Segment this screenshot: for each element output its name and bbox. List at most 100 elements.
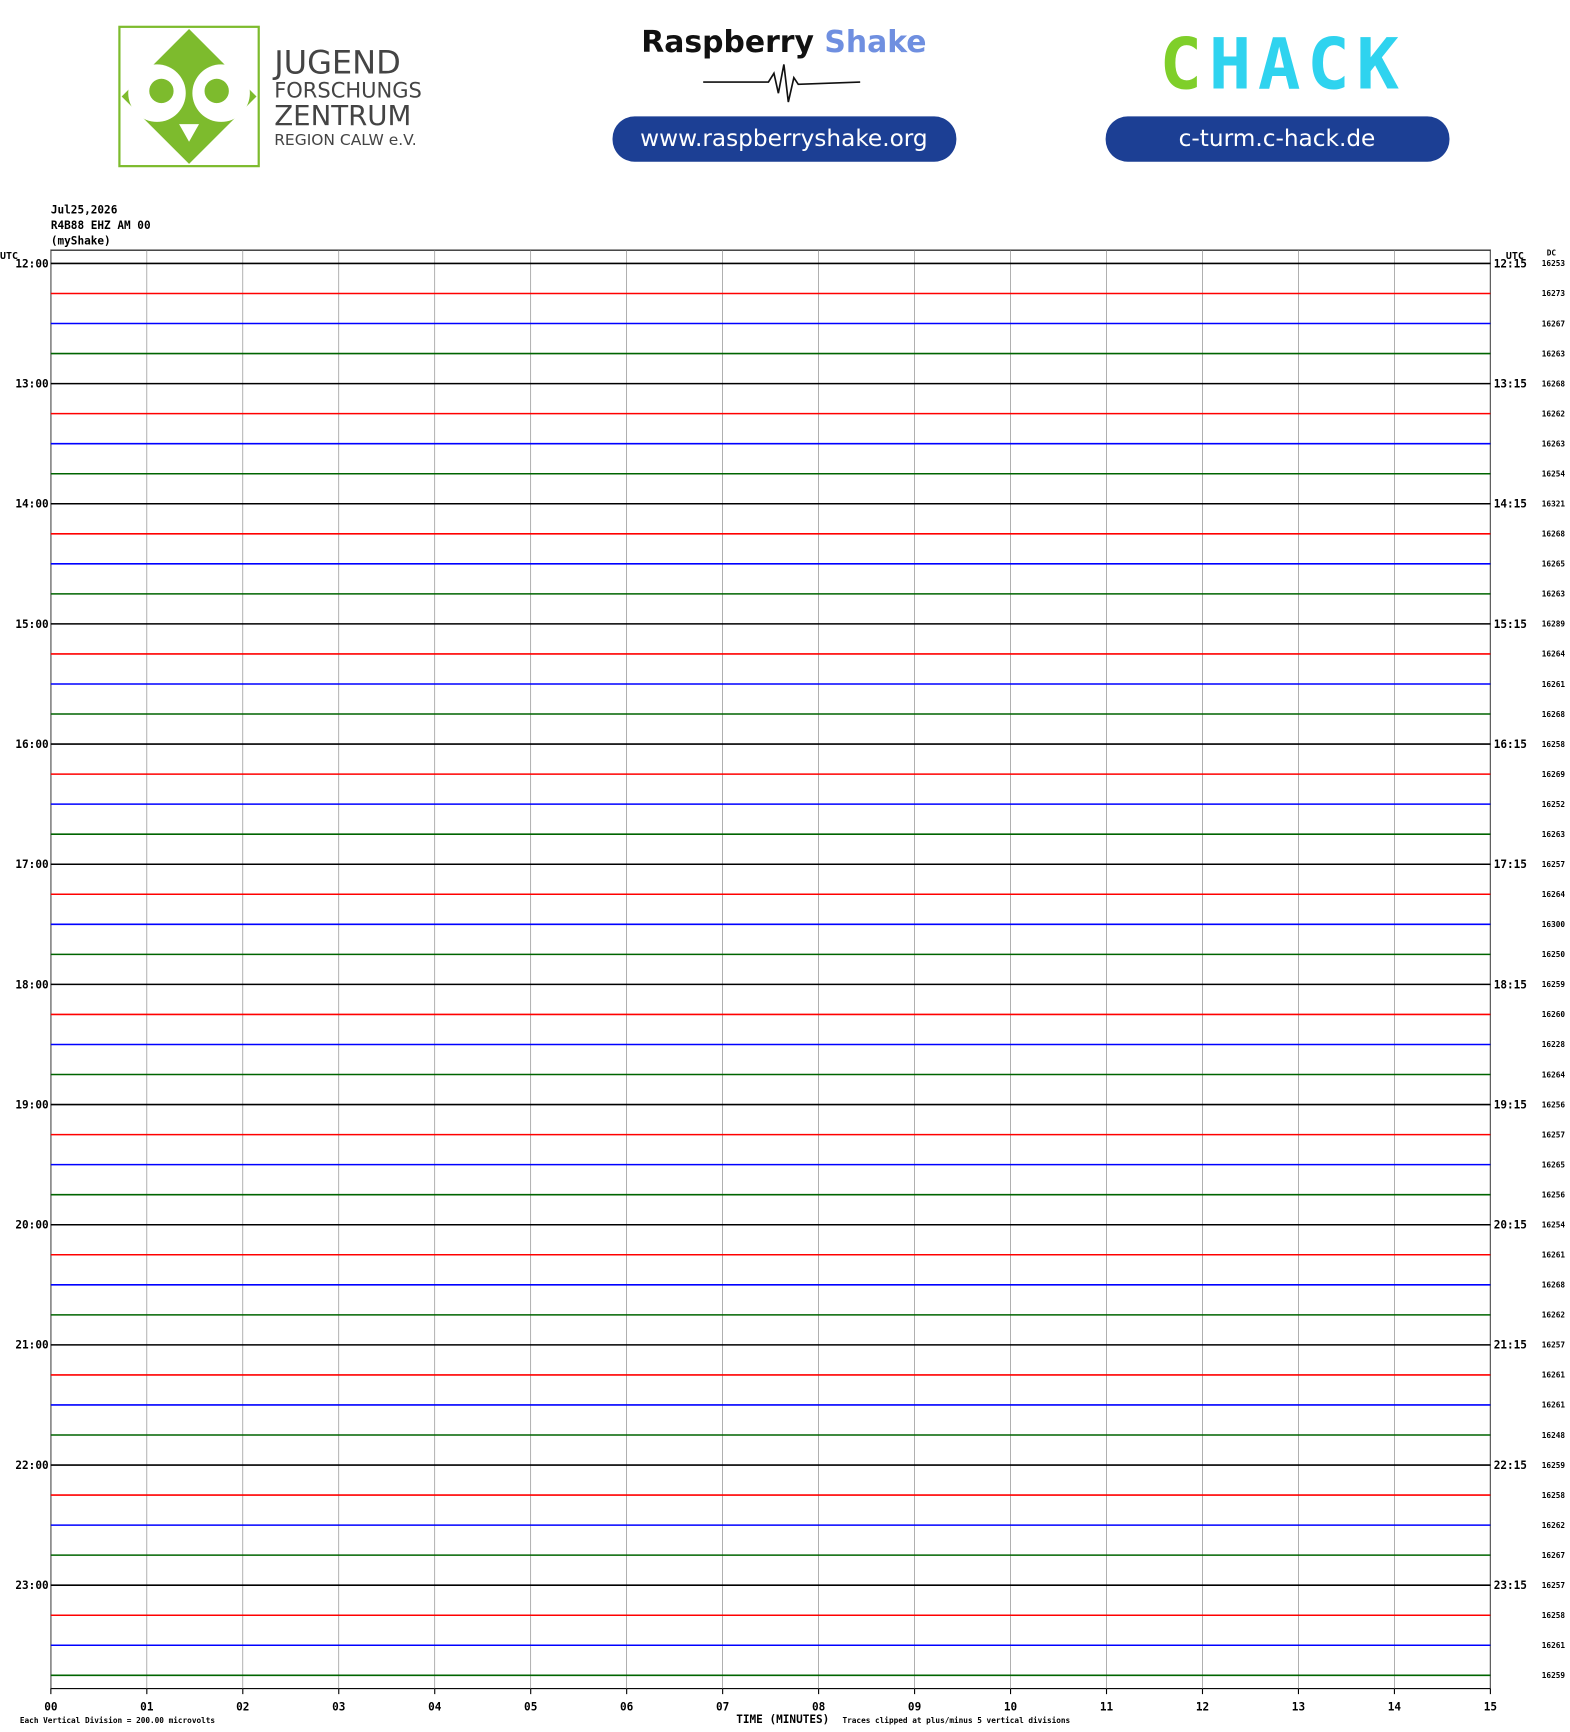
dc-value: 16256 — [1542, 1100, 1566, 1109]
logo-text: ZENTRUM — [274, 99, 411, 132]
dc-value: 16228 — [1542, 1040, 1566, 1049]
x-title: TIME (MINUTES) — [736, 1713, 829, 1726]
hour-label: 19:00 — [15, 1098, 48, 1111]
logo-word: Raspberry — [641, 25, 814, 60]
x-tick-label: 13 — [1292, 1701, 1305, 1714]
hour-label: 14:15 — [1494, 498, 1527, 511]
dc-value: 16267 — [1542, 319, 1566, 328]
hour-label: 12:15 — [1494, 257, 1527, 270]
x-tick-label: 07 — [716, 1701, 729, 1714]
dc-value: 16257 — [1542, 1581, 1566, 1590]
x-tick-label: 04 — [428, 1701, 442, 1714]
url-pill[interactable] — [612, 116, 957, 162]
dc-value: 16300 — [1542, 920, 1566, 929]
logo-word: HACK — [1209, 23, 1406, 106]
x-tick-label: 08 — [812, 1701, 825, 1714]
scale-note: Each Vertical Division = 200.00 microvol… — [20, 1716, 216, 1725]
x-tick-label: 06 — [620, 1701, 634, 1714]
dc-value: 16263 — [1542, 590, 1566, 599]
dc-value: 16262 — [1542, 1311, 1565, 1320]
hour-label: 13:00 — [15, 377, 48, 390]
dc-value: 16256 — [1542, 1190, 1566, 1199]
dc-value: 16264 — [1542, 890, 1566, 899]
x-tick-label: 14 — [1388, 1701, 1402, 1714]
x-tick-label: 01 — [140, 1701, 154, 1714]
hour-label: 20:00 — [15, 1219, 48, 1232]
dc-value: 16268 — [1542, 710, 1566, 719]
dc-value: 16262 — [1542, 1521, 1565, 1530]
plot-frame — [50, 249, 1491, 1690]
dc-value: 16267 — [1542, 1551, 1566, 1560]
logo-text: Raspberry Shake — [641, 25, 926, 60]
x-tick-label: 12 — [1196, 1701, 1209, 1714]
hour-label: 19:15 — [1494, 1098, 1527, 1111]
hour-label: 15:15 — [1494, 618, 1527, 631]
logo-text: FORSCHUNGS — [274, 79, 422, 103]
logo-word: Shake — [824, 25, 926, 60]
dc-value: 16321 — [1542, 500, 1566, 509]
dc-value: 16257 — [1542, 860, 1566, 869]
dc-value: 16252 — [1542, 800, 1565, 809]
dc-value: 16265 — [1542, 560, 1566, 569]
logo-text: JUGEND — [272, 43, 401, 81]
url-text[interactable]: www.raspberryshake.org — [640, 125, 928, 152]
logo-text: REGION CALW e.V. — [274, 131, 416, 149]
hour-label: 18:00 — [15, 978, 48, 991]
hour-label: 23:00 — [15, 1579, 48, 1592]
x-tick-label: 00 — [44, 1701, 57, 1714]
dc-value: 16258 — [1542, 1611, 1566, 1620]
hour-label: 22:15 — [1494, 1459, 1527, 1472]
dc-value: 16250 — [1542, 950, 1566, 959]
jfz-logo: JUGEND FORSCHUNGS ZENTRUM REGION CALW e.… — [118, 25, 422, 168]
dc-title: DC — [1547, 249, 1557, 258]
hour-label: 21:00 — [15, 1339, 48, 1352]
hour-label: 16:00 — [15, 738, 48, 751]
logo-text: CHACK — [1159, 23, 1405, 106]
hour-label: 14:00 — [15, 498, 48, 511]
dc-value: 16259 — [1542, 1671, 1566, 1680]
dc-value: 16261 — [1542, 1371, 1566, 1380]
dc-value: 16261 — [1542, 1641, 1566, 1650]
dc-value: 16254 — [1542, 1220, 1566, 1229]
date: Jul25,2026 — [51, 204, 118, 217]
x-tick-label: 09 — [908, 1701, 921, 1714]
x-tick-label: 11 — [1100, 1701, 1114, 1714]
url-text[interactable]: c-turm.c-hack.de — [1179, 125, 1376, 152]
dc-value: 16263 — [1542, 830, 1566, 839]
dc-value: 16259 — [1542, 1461, 1566, 1470]
dc-value: 16248 — [1542, 1431, 1566, 1440]
x-tick-label: 02 — [236, 1701, 249, 1714]
dc-value: 16268 — [1542, 379, 1566, 388]
hour-label: 21:15 — [1494, 1339, 1527, 1352]
station: R4B88 EHZ AM 00 — [51, 219, 151, 232]
x-tick-label: 10 — [1004, 1701, 1017, 1714]
clip-note: Traces clipped at plus/minus 5 vertical … — [842, 1716, 1070, 1725]
rs-logo: Raspberry Shake www.raspberryshake.org — [612, 25, 957, 162]
dc-value: 16261 — [1542, 1401, 1566, 1410]
hour-label: 22:00 — [15, 1459, 48, 1472]
dc-value: 16263 — [1542, 349, 1566, 358]
hour-label: 17:00 — [15, 858, 48, 871]
dc-value: 16261 — [1542, 1251, 1566, 1260]
utc-label: UTC — [1506, 251, 1524, 262]
dc-value: 16259 — [1542, 980, 1566, 989]
url-pill[interactable] — [1105, 116, 1450, 162]
dc-value: 16273 — [1542, 289, 1566, 298]
dc-value: 16264 — [1542, 650, 1566, 659]
dc-value: 16261 — [1542, 680, 1566, 689]
dc-value: 16262 — [1542, 409, 1565, 418]
dc-value: 16268 — [1542, 1281, 1566, 1290]
x-tick-label: 15 — [1484, 1701, 1497, 1714]
chack-logo: CHACK c-turm.c-hack.de — [1105, 23, 1450, 162]
dc-value: 16260 — [1542, 1010, 1566, 1019]
hour-label: 18:15 — [1494, 978, 1527, 991]
x-tick-label: 05 — [524, 1701, 537, 1714]
dc-value: 16257 — [1542, 1130, 1566, 1139]
dc-value: 16257 — [1542, 1341, 1566, 1350]
dc-value: 16268 — [1542, 530, 1566, 539]
hour-label: 12:00 — [15, 257, 48, 270]
dc-value: 16264 — [1542, 1070, 1566, 1079]
dc-value: 16258 — [1542, 1491, 1566, 1500]
